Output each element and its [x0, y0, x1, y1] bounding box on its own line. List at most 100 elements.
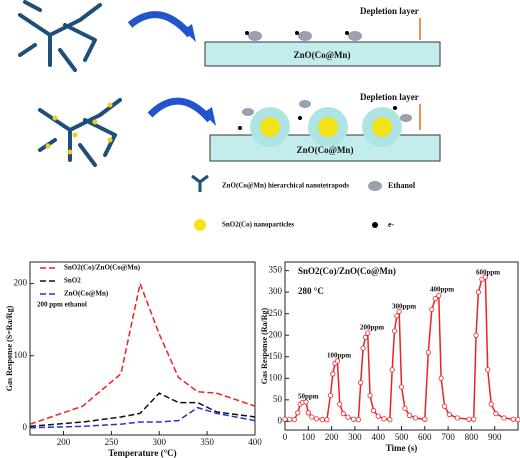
- marker: [330, 371, 336, 377]
- marker: [407, 412, 413, 418]
- marker: [398, 384, 405, 390]
- annotation: 300ppm: [392, 303, 416, 311]
- chart-title: SnO2(Co)/ZnO(Co@Mn): [298, 266, 396, 276]
- annotation: 100ppm: [327, 352, 351, 360]
- substrate-label: ZnO(Co@Mn): [297, 145, 354, 155]
- marker: [446, 411, 452, 418]
- x-tick-label: 200: [57, 437, 71, 447]
- marker: [360, 345, 366, 351]
- x-tick-label: 900: [488, 432, 502, 442]
- marker: [291, 417, 297, 423]
- marker: [319, 417, 325, 423]
- marker: [370, 408, 377, 414]
- ethanol: [348, 31, 362, 41]
- electron: [245, 31, 249, 35]
- x-tick-label: 300: [153, 437, 167, 447]
- y-tick-label: 300: [269, 286, 283, 296]
- series-line: [29, 392, 256, 428]
- x-tick-label: 600: [418, 432, 432, 442]
- legend-icon: [368, 181, 382, 191]
- legend-label: SnO2: [64, 277, 81, 285]
- marker: [482, 274, 488, 280]
- x-tick-label: 700: [441, 432, 455, 442]
- y-tick-label: 150: [269, 351, 283, 361]
- annotation: 50ppm: [298, 393, 319, 401]
- annotation: 200ppm: [360, 324, 384, 332]
- x-tick-label: 100: [302, 432, 316, 442]
- y-tick-label: 100: [14, 350, 28, 360]
- marker: [442, 403, 448, 409]
- marker: [305, 410, 311, 416]
- marker: [367, 392, 373, 399]
- y-tick-label: 200: [269, 329, 283, 339]
- marker: [438, 375, 444, 381]
- tetrapods-top: [18, 0, 102, 72]
- marker: [282, 416, 288, 422]
- y-tick-label: 100: [269, 372, 283, 382]
- y-tick-label: 350: [269, 265, 283, 275]
- marker: [488, 401, 494, 407]
- marker: [422, 416, 428, 422]
- legend-label: ZnO(Co@Mn): [64, 290, 109, 298]
- x-tick-label: 300: [348, 432, 362, 442]
- legend-label: ZnO(Co@Mn) hierarchical nanotetrapods: [222, 182, 349, 190]
- legend-label: e-: [388, 220, 395, 229]
- marker: [436, 292, 442, 299]
- x-axis-label: Temperature (°C): [108, 448, 176, 458]
- marker: [295, 410, 301, 416]
- tetrapods-bottom: [38, 98, 122, 167]
- arrowhead: [183, 24, 196, 42]
- ethanol: [248, 31, 262, 41]
- legend-icon: [372, 222, 378, 228]
- marker: [510, 416, 516, 422]
- marker: [327, 392, 334, 399]
- marker: [402, 405, 408, 412]
- legend-label: Ethanol: [388, 181, 416, 190]
- y-axis-label: Gas Response (S=Ra/Rg): [5, 305, 14, 391]
- marker: [351, 416, 357, 422]
- arrow: [147, 97, 213, 123]
- series-line: [29, 406, 256, 429]
- x-tick-label: 0: [283, 432, 288, 442]
- marker: [471, 416, 477, 422]
- electron: [345, 31, 349, 35]
- marker: [375, 413, 381, 419]
- marker: [381, 416, 387, 422]
- marker: [394, 313, 400, 319]
- marker: [313, 416, 320, 422]
- marker: [337, 401, 343, 407]
- marker: [466, 416, 472, 422]
- annotation: 600ppm: [476, 269, 500, 277]
- y-tick-label: 200: [14, 278, 28, 288]
- series-line: [29, 280, 256, 425]
- depletion-label: Depletion layer: [360, 92, 419, 102]
- x-tick-label: 400: [371, 432, 385, 442]
- x-tick-label: 250: [105, 437, 119, 447]
- marker: [391, 328, 398, 334]
- x-axis-label: Time (s): [386, 443, 418, 453]
- x-tick-label: 800: [465, 432, 479, 442]
- marker: [475, 289, 481, 295]
- annotation: 400ppm: [430, 286, 454, 294]
- marker: [334, 358, 341, 364]
- marker: [432, 296, 438, 302]
- legend-icon: [194, 219, 206, 231]
- x-tick-label: 200: [325, 432, 339, 442]
- y-tick-label: 0: [23, 422, 28, 432]
- y-tick-label: 250: [269, 308, 283, 318]
- marker: [358, 380, 364, 386]
- marker: [365, 330, 371, 336]
- marker: [429, 306, 435, 312]
- x-tick-label: 500: [395, 432, 409, 442]
- marker: [412, 415, 419, 421]
- marker: [501, 415, 507, 421]
- marker: [340, 411, 346, 417]
- schematic: Depletion layer ZnO(Co@Mn) Depletion lay…: [18, 0, 441, 231]
- y-axis-label: Gas Response (Ra/Rg): [260, 307, 269, 384]
- substrate: [204, 41, 441, 67]
- depletion-label: Depletion layer: [360, 6, 419, 16]
- nanoparticles: [45, 102, 113, 155]
- marker: [485, 367, 491, 373]
- marker: [425, 349, 431, 356]
- y-tick-label: 0: [278, 415, 283, 425]
